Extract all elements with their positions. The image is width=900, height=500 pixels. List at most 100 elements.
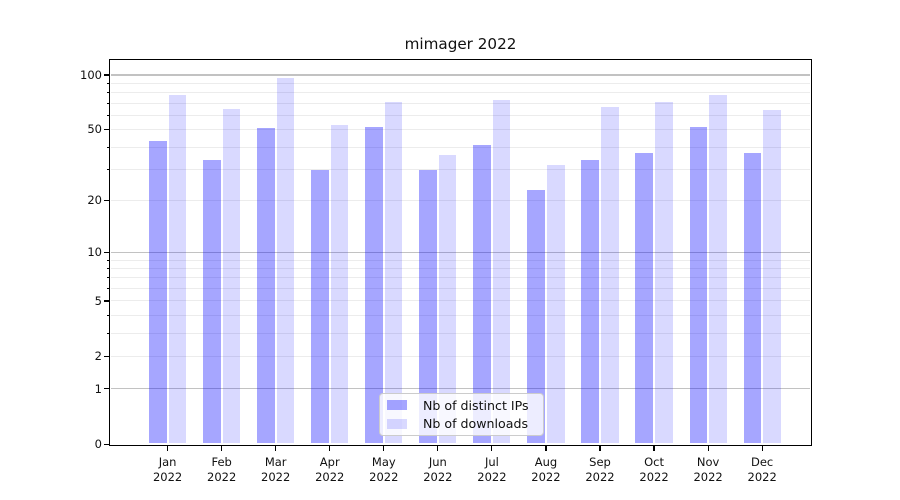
bar-distinct-ips-apr xyxy=(311,169,329,444)
gridline-y-8 xyxy=(111,267,810,269)
ylabel-20: 20 xyxy=(87,193,102,208)
xlabel-apr: Apr 2022 xyxy=(315,455,345,484)
xlabel-dec: Dec 2022 xyxy=(747,455,777,484)
legend-swatch-downloads xyxy=(387,419,407,429)
bar-downloads-jan xyxy=(168,94,187,444)
xtick-mar xyxy=(275,445,277,451)
gridline-y-7 xyxy=(111,277,810,279)
gridline-y-60 xyxy=(111,114,810,116)
gridline-y-20 xyxy=(111,200,810,202)
ytick-minor-6 xyxy=(106,288,110,290)
legend-item-downloads: Nb of downloads xyxy=(387,416,543,431)
ytick-minor-4 xyxy=(106,315,110,316)
legend-label-downloads: Nb of downloads xyxy=(423,416,529,432)
xlabel-oct: Oct 2022 xyxy=(639,455,669,484)
bar-downloads-nov xyxy=(709,94,727,444)
ytick-50 xyxy=(104,129,110,131)
bar-downloads-oct xyxy=(655,102,673,444)
ytick-minor-30 xyxy=(106,169,110,170)
bar-downloads-apr xyxy=(330,125,349,444)
gridline-y-50 xyxy=(111,129,810,131)
ytick-minor-8 xyxy=(106,267,110,269)
legend-item-distinct-ips: Nb of distinct IPs xyxy=(387,398,543,413)
xlabel-jan: Jan 2022 xyxy=(152,455,183,484)
ytick-0 xyxy=(104,443,110,445)
gridline-y-80 xyxy=(111,92,810,94)
bar-downloads-aug xyxy=(546,164,565,444)
legend-label-distinct-ips: Nb of distinct IPs xyxy=(423,397,529,413)
xtick-jul xyxy=(491,445,493,451)
bar-distinct-ips-jul xyxy=(473,145,491,444)
bar-distinct-ips-dec xyxy=(743,153,762,444)
xtick-apr xyxy=(329,445,331,451)
xlabel-sep: Sep 2022 xyxy=(585,455,615,484)
ytick-10 xyxy=(104,251,110,253)
ylabel-10: 10 xyxy=(87,245,102,260)
bar-downloads-jun xyxy=(438,155,457,444)
legend: Nb of distinct IPs Nb of downloads xyxy=(379,393,544,436)
gridline-y-100 xyxy=(111,74,810,76)
gridline-y-6 xyxy=(111,288,810,290)
xlabel-jul: Jul 2022 xyxy=(477,455,507,484)
ytick-20 xyxy=(104,200,110,202)
gridline-y-2 xyxy=(111,355,810,357)
bar-downloads-jul xyxy=(492,99,511,444)
ylabel-1: 1 xyxy=(94,381,102,396)
ylabel-2: 2 xyxy=(94,349,102,364)
gridline-y-40 xyxy=(111,146,810,148)
xlabel-feb: Feb 2022 xyxy=(207,455,237,484)
bar-distinct-ips-mar xyxy=(257,128,275,444)
xtick-feb xyxy=(221,445,223,451)
bar-downloads-dec xyxy=(763,110,781,444)
xtick-dec xyxy=(761,445,763,451)
ytick-100 xyxy=(104,74,110,76)
ylabel-50: 50 xyxy=(87,122,102,137)
bar-distinct-ips-feb xyxy=(203,159,221,444)
xtick-sep xyxy=(599,445,601,451)
bar-distinct-ips-sep xyxy=(581,159,599,444)
gridline-y-9 xyxy=(111,259,810,261)
chart-title: mimager 2022 xyxy=(404,35,517,53)
ytick-minor-90 xyxy=(106,82,110,84)
xtick-aug xyxy=(545,445,547,451)
ytick-minor-60 xyxy=(106,114,110,116)
bar-downloads-mar xyxy=(276,78,295,444)
gridline-y-30 xyxy=(111,169,810,170)
gridline-y-1 xyxy=(111,388,810,390)
xlabel-may: May 2022 xyxy=(369,455,399,484)
gridline-y-5 xyxy=(111,300,810,302)
xlabel-nov: Nov 2022 xyxy=(693,455,723,484)
gridline-y-70 xyxy=(111,102,810,104)
ytick-1 xyxy=(104,388,110,390)
bar-downloads-sep xyxy=(601,106,619,444)
bar-distinct-ips-may xyxy=(365,126,383,444)
bar-distinct-ips-jun xyxy=(419,169,437,444)
ytick-2 xyxy=(104,355,110,357)
gridline-y-10 xyxy=(111,251,810,254)
bar-downloads-may xyxy=(384,102,403,444)
xtick-jan xyxy=(167,445,169,451)
bar-distinct-ips-jan xyxy=(149,141,167,444)
ytick-minor-80 xyxy=(106,92,110,94)
ylabel-0: 0 xyxy=(94,437,102,452)
bar-downloads-feb xyxy=(222,109,241,444)
gridline-y-90 xyxy=(111,82,810,84)
ylabel-100: 100 xyxy=(80,67,102,82)
bar-distinct-ips-oct xyxy=(635,153,654,444)
ytick-5 xyxy=(104,300,110,302)
bar-distinct-ips-aug xyxy=(527,189,545,444)
xlabel-jun: Jun 2022 xyxy=(423,455,453,484)
xtick-may xyxy=(383,445,385,451)
ylabel-5: 5 xyxy=(94,293,102,308)
ytick-minor-40 xyxy=(106,146,110,148)
gridline-y-3 xyxy=(111,332,810,334)
ytick-minor-7 xyxy=(106,277,110,279)
gridline-y-4 xyxy=(111,315,810,316)
legend-swatch-distinct-ips xyxy=(387,400,407,410)
ytick-minor-9 xyxy=(106,259,110,261)
bar-distinct-ips-nov xyxy=(689,126,708,444)
